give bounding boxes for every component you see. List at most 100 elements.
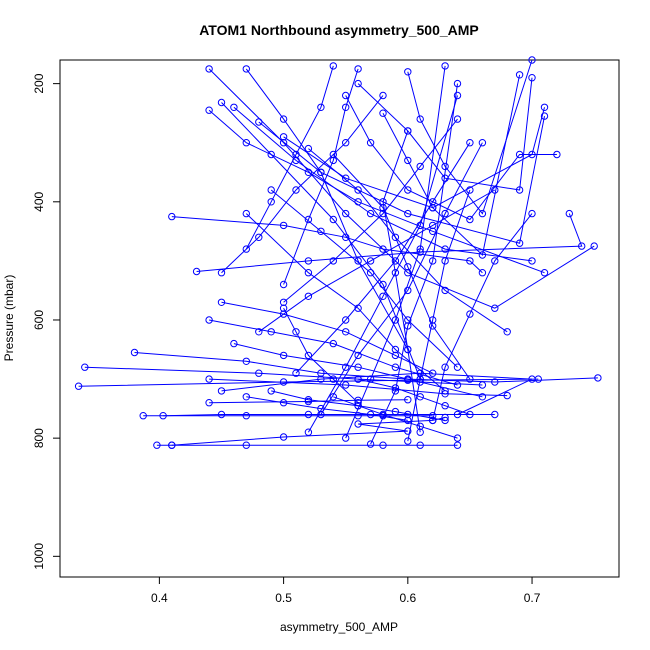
series-18 bbox=[279, 103, 549, 212]
series-4 bbox=[74, 375, 542, 390]
series-line bbox=[382, 74, 521, 256]
series-line bbox=[283, 118, 458, 303]
data-point bbox=[404, 209, 412, 218]
data-point bbox=[565, 209, 573, 218]
data-point bbox=[130, 348, 139, 357]
data-point bbox=[453, 79, 462, 88]
data-point bbox=[553, 150, 561, 159]
series-44 bbox=[242, 393, 412, 425]
data-point bbox=[429, 369, 437, 377]
series-line bbox=[432, 213, 533, 421]
data-point bbox=[594, 374, 602, 382]
series-28 bbox=[205, 316, 462, 389]
data-point bbox=[391, 269, 400, 277]
data-point bbox=[453, 115, 462, 123]
y-tick-label: 200 bbox=[32, 73, 46, 93]
data-point bbox=[416, 441, 424, 449]
data-point bbox=[242, 245, 251, 253]
data-point bbox=[404, 186, 412, 194]
data-point bbox=[503, 328, 511, 336]
data-point bbox=[379, 198, 387, 206]
series-line bbox=[221, 372, 533, 415]
series-31 bbox=[279, 115, 462, 306]
data-point bbox=[279, 115, 288, 123]
series-line bbox=[357, 378, 471, 415]
data-point bbox=[441, 245, 449, 253]
data-point bbox=[466, 310, 474, 318]
series-line bbox=[295, 142, 471, 374]
data-point bbox=[515, 150, 524, 159]
series-line bbox=[407, 189, 471, 442]
series-14 bbox=[205, 106, 549, 277]
data-point bbox=[342, 316, 350, 324]
data-point bbox=[404, 286, 412, 295]
series-29 bbox=[230, 339, 487, 401]
data-point bbox=[404, 127, 412, 135]
series-46 bbox=[329, 393, 462, 442]
data-point bbox=[168, 441, 176, 449]
data-point bbox=[279, 221, 288, 230]
data-point bbox=[379, 410, 387, 419]
data-point bbox=[416, 245, 424, 253]
data-point bbox=[404, 416, 412, 425]
data-point bbox=[354, 363, 362, 371]
series-23 bbox=[379, 71, 524, 259]
series-line bbox=[333, 396, 458, 439]
data-point bbox=[491, 410, 499, 419]
data-point bbox=[304, 269, 313, 277]
series-line bbox=[258, 189, 496, 333]
data-point bbox=[453, 441, 462, 449]
data-point bbox=[429, 416, 437, 425]
x-tick-label: 0.7 bbox=[524, 591, 541, 605]
data-point bbox=[466, 186, 474, 194]
y-tick-label: 1000 bbox=[32, 543, 46, 570]
data-point bbox=[279, 139, 288, 147]
series-12 bbox=[205, 65, 598, 312]
series-38 bbox=[429, 209, 536, 425]
series-line bbox=[209, 399, 408, 404]
data-point bbox=[379, 441, 387, 449]
series-line bbox=[307, 95, 458, 433]
data-point bbox=[304, 144, 313, 153]
data-point bbox=[540, 103, 549, 112]
series-line bbox=[332, 154, 471, 380]
data-point bbox=[515, 186, 524, 194]
data-point bbox=[391, 316, 400, 324]
data-point bbox=[242, 393, 251, 401]
data-point bbox=[304, 410, 313, 419]
data-point bbox=[81, 363, 89, 371]
data-point bbox=[74, 382, 83, 390]
data-point bbox=[354, 420, 362, 428]
series-40 bbox=[279, 65, 362, 289]
data-point bbox=[242, 412, 251, 420]
series-line bbox=[246, 396, 408, 421]
data-point bbox=[304, 396, 313, 404]
data-point bbox=[491, 186, 499, 194]
data-point bbox=[205, 399, 213, 407]
data-point bbox=[230, 103, 238, 112]
series-43 bbox=[279, 304, 362, 407]
series-24 bbox=[404, 56, 536, 218]
data-point bbox=[317, 227, 325, 236]
data-point bbox=[304, 292, 313, 300]
series-line bbox=[283, 307, 359, 404]
data-point bbox=[317, 375, 325, 383]
data-point bbox=[515, 71, 524, 79]
data-point bbox=[366, 257, 375, 265]
series-line bbox=[283, 68, 359, 285]
series-line bbox=[233, 343, 483, 398]
data-point bbox=[255, 118, 263, 126]
series-line bbox=[407, 59, 533, 215]
data-point bbox=[478, 209, 487, 218]
series-line bbox=[270, 189, 458, 368]
data-point bbox=[416, 375, 424, 383]
series-47 bbox=[354, 375, 474, 419]
plot-frame bbox=[59, 59, 620, 578]
data-point bbox=[139, 412, 147, 420]
data-point bbox=[329, 150, 337, 159]
data-point bbox=[342, 209, 350, 218]
data-point bbox=[366, 139, 375, 147]
series-30 bbox=[255, 186, 499, 336]
data-point bbox=[429, 322, 437, 330]
series-layer bbox=[74, 56, 602, 449]
